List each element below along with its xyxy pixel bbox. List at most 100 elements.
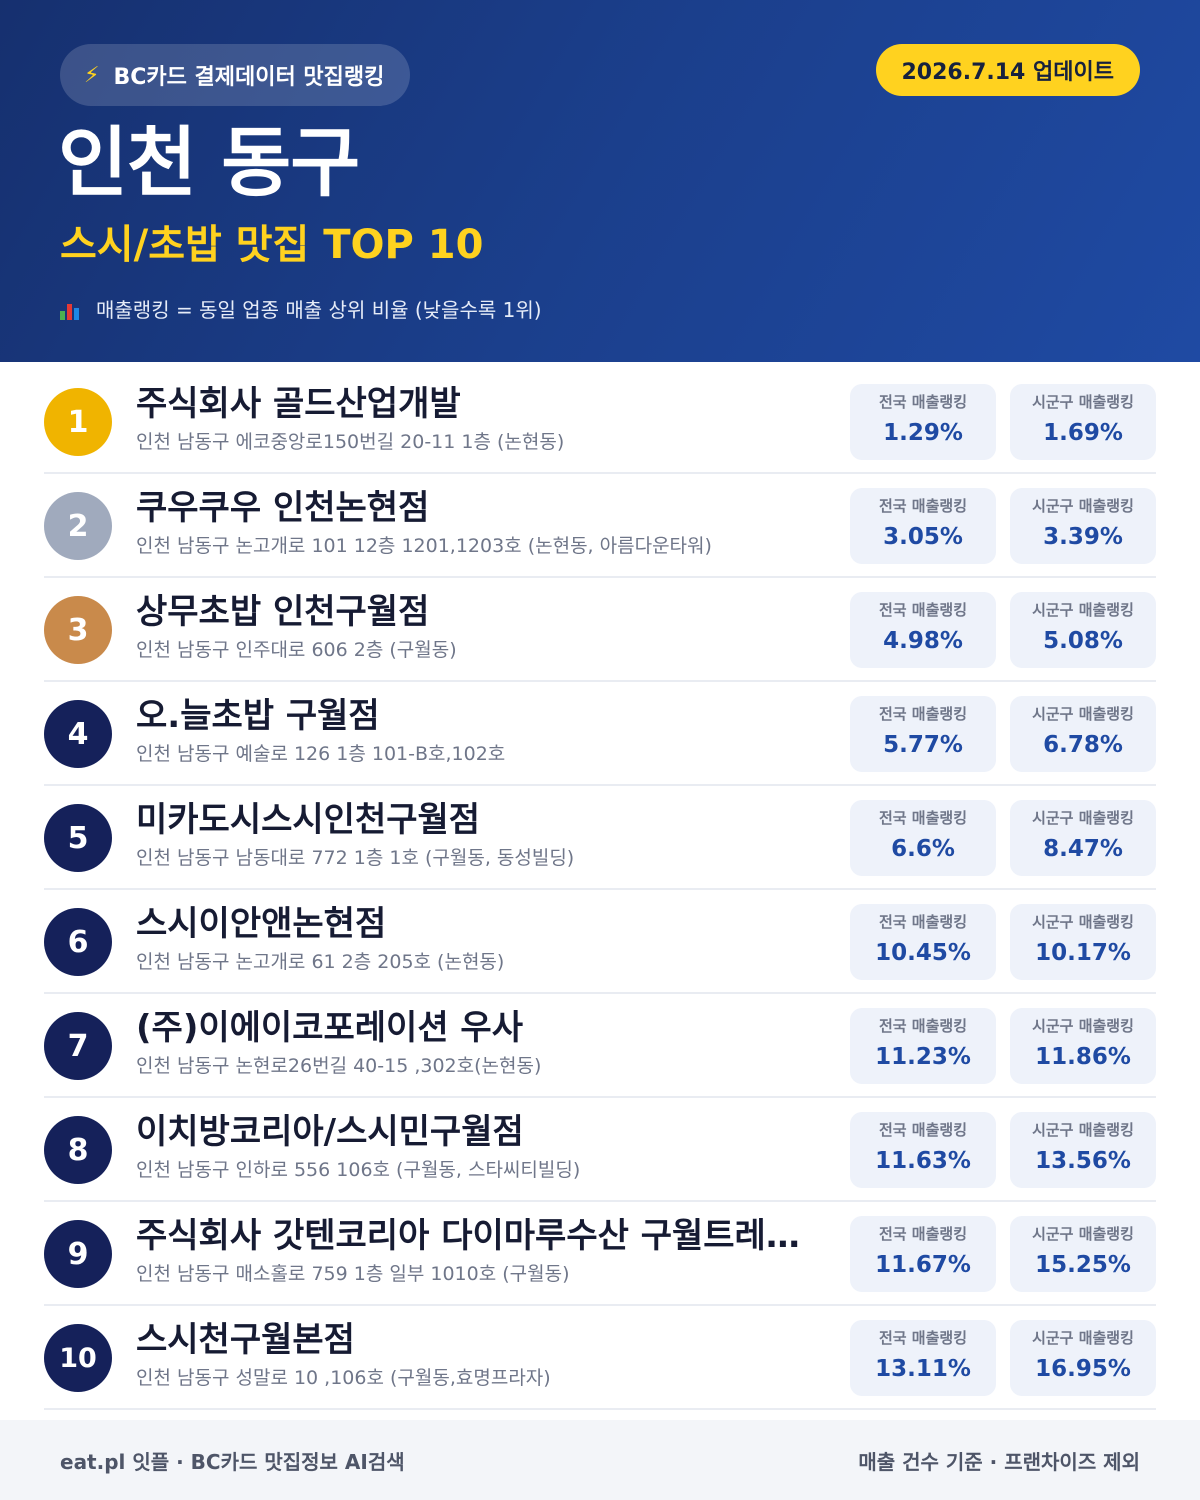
rank-badge: 7 — [44, 1012, 112, 1080]
local-rank-value: 3.39% — [1043, 524, 1123, 550]
national-rank-value: 13.11% — [875, 1356, 971, 1382]
national-rank-label: 전국 매출랭킹 — [878, 1121, 968, 1139]
national-rank-box: 전국 매출랭킹 11.67% — [850, 1216, 996, 1292]
restaurant-address: 인천 남동구 매소홀로 759 1층 일부 1010호 (구월동) — [136, 1263, 570, 1285]
national-rank-label: 전국 매출랭킹 — [878, 601, 968, 619]
national-rank-box: 전국 매출랭킹 11.63% — [850, 1112, 996, 1188]
local-rank-value: 5.08% — [1043, 628, 1123, 654]
national-rank-value: 11.63% — [875, 1148, 971, 1174]
restaurant-address: 인천 남동구 에코중앙로150번길 20-11 1층 (논현동) — [136, 431, 565, 453]
restaurant-address: 인천 남동구 성말로 10 ,106호 (구월동,효명프라자) — [136, 1367, 551, 1389]
local-rank-label: 시군구 매출랭킹 — [1032, 913, 1134, 931]
national-rank-value: 5.77% — [883, 732, 963, 758]
local-rank-box: 시군구 매출랭킹 3.39% — [1010, 488, 1156, 564]
local-rank-box: 시군구 매출랭킹 8.47% — [1010, 800, 1156, 876]
local-rank-label: 시군구 매출랭킹 — [1032, 1329, 1134, 1347]
local-rank-label: 시군구 매출랭킹 — [1032, 1121, 1134, 1139]
restaurant-address: 인천 남동구 인주대로 606 2층 (구월동) — [136, 639, 457, 661]
national-rank-label: 전국 매출랭킹 — [878, 497, 968, 515]
page-subtitle: 스시/초밥 맛집 TOP 10 — [60, 222, 484, 268]
rank-badge: 10 — [44, 1324, 112, 1392]
national-rank-box: 전국 매출랭킹 5.77% — [850, 696, 996, 772]
brand-label: BC카드 결제데이터 맛집랭킹 — [113, 65, 385, 90]
page-title: 인천 동구 — [58, 118, 360, 207]
list-item[interactable]: 7 (주)이에이코포레이션 우사 인천 남동구 논현로26번길 40-15 ,302… — [44, 994, 1156, 1098]
national-rank-box: 전국 매출랭킹 11.23% — [850, 1008, 996, 1084]
restaurant-name: 오.늘초밥 구월점 — [136, 696, 380, 736]
national-rank-label: 전국 매출랭킹 — [878, 809, 968, 827]
brand-pill: ⚡ BC카드 결제데이터 맛집랭킹 — [60, 44, 411, 106]
rank-badge: 8 — [44, 1116, 112, 1184]
restaurant-address: 인천 남동구 논고개로 61 2층 205호 (논현동) — [136, 951, 505, 973]
local-rank-value: 15.25% — [1035, 1252, 1131, 1278]
list-item[interactable]: 2 쿠우쿠우 인천논현점 인천 남동구 논고개로 101 12층 1201,1203… — [44, 474, 1156, 578]
national-rank-label: 전국 매출랭킹 — [878, 913, 968, 931]
national-rank-box: 전국 매출랭킹 6.6% — [850, 800, 996, 876]
restaurant-name: 이치방코리아/스시민구월점 — [136, 1112, 524, 1152]
national-rank-box: 전국 매출랭킹 4.98% — [850, 592, 996, 668]
national-rank-box: 전국 매출랭킹 10.45% — [850, 904, 996, 980]
local-rank-label: 시군구 매출랭킹 — [1032, 809, 1134, 827]
list-item[interactable]: 5 미카도시스시인천구월점 인천 남동구 남동대로 772 1층 1호 (구월동, … — [44, 786, 1156, 890]
ranking-note: 매출랭킹 = 동일 업종 매출 상위 비율 (낮을수록 1위) — [60, 294, 542, 326]
local-rank-box: 시군구 매출랭킹 16.95% — [1010, 1320, 1156, 1396]
national-rank-box: 전국 매출랭킹 3.05% — [850, 488, 996, 564]
local-rank-value: 1.69% — [1043, 420, 1123, 446]
bar-chart-icon — [60, 300, 82, 320]
national-rank-value: 6.6% — [891, 836, 955, 862]
national-rank-label: 전국 매출랭킹 — [878, 1329, 968, 1347]
local-rank-label: 시군구 매출랭킹 — [1032, 705, 1134, 723]
restaurant-address: 인천 남동구 예술로 126 1층 101-B호,102호 — [136, 743, 506, 765]
local-rank-value: 16.95% — [1035, 1356, 1131, 1382]
local-rank-value: 13.56% — [1035, 1148, 1131, 1174]
ranking-note-text: 매출랭킹 = 동일 업종 매출 상위 비율 (낮을수록 1위) — [96, 298, 542, 322]
local-rank-box: 시군구 매출랭킹 15.25% — [1010, 1216, 1156, 1292]
update-badge: 2026.7.14 업데이트 — [875, 44, 1140, 96]
rank-badge: 2 — [44, 492, 112, 560]
local-rank-value: 6.78% — [1043, 732, 1123, 758]
local-rank-label: 시군구 매출랭킹 — [1032, 497, 1134, 515]
list-item[interactable]: 9 주식회사 갓텐코리아 다이마루수산 구월트레이… 인천 남동구 매소홀로 759… — [44, 1202, 1156, 1306]
rank-badge: 1 — [44, 388, 112, 456]
rank-badge: 3 — [44, 596, 112, 664]
rank-badge: 4 — [44, 700, 112, 768]
national-rank-box: 전국 매출랭킹 13.11% — [850, 1320, 996, 1396]
restaurant-name: 상무초밥 인천구월점 — [136, 592, 430, 632]
list-item[interactable]: 6 스시이안앤논현점 인천 남동구 논고개로 61 2층 205호 (논현동) 전국 … — [44, 890, 1156, 994]
national-rank-value: 10.45% — [875, 940, 971, 966]
national-rank-label: 전국 매출랭킹 — [878, 393, 968, 411]
restaurant-address: 인천 남동구 인하로 556 106호 (구월동, 스타씨티빌딩) — [136, 1159, 581, 1181]
national-rank-box: 전국 매출랭킹 1.29% — [850, 384, 996, 460]
local-rank-box: 시군구 매출랭킹 5.08% — [1010, 592, 1156, 668]
restaurant-name: 주식회사 골드산업개발 — [136, 384, 461, 424]
local-rank-value: 8.47% — [1043, 836, 1123, 862]
local-rank-label: 시군구 매출랭킹 — [1032, 1017, 1134, 1035]
rank-badge: 9 — [44, 1220, 112, 1288]
national-rank-value: 11.23% — [875, 1044, 971, 1070]
restaurant-name: 미카도시스시인천구월점 — [136, 800, 481, 840]
local-rank-label: 시군구 매출랭킹 — [1032, 393, 1134, 411]
national-rank-value: 3.05% — [883, 524, 963, 550]
footer-criteria: 매출 건수 기준 · 프랜차이즈 제외 — [858, 1449, 1140, 1474]
restaurant-address: 인천 남동구 논현로26번길 40-15 ,302호(논현동) — [136, 1055, 542, 1077]
local-rank-box: 시군구 매출랭킹 6.78% — [1010, 696, 1156, 772]
restaurant-name: 스시천구월본점 — [136, 1320, 355, 1360]
local-rank-value: 10.17% — [1035, 940, 1131, 966]
lightning-bolt-icon: ⚡ — [84, 62, 100, 88]
national-rank-value: 4.98% — [883, 628, 963, 654]
rank-badge: 6 — [44, 908, 112, 976]
footer: eat.pl 잇플 · BC카드 맛집정보 AI검색 매출 건수 기준 · 프랜… — [0, 1420, 1200, 1500]
national-rank-value: 1.29% — [883, 420, 963, 446]
rank-badge: 5 — [44, 804, 112, 872]
local-rank-label: 시군구 매출랭킹 — [1032, 601, 1134, 619]
footer-source: eat.pl 잇플 · BC카드 맛집정보 AI검색 — [60, 1449, 405, 1474]
restaurant-name: 주식회사 갓텐코리아 다이마루수산 구월트레이… — [136, 1216, 826, 1256]
local-rank-box: 시군구 매출랭킹 11.86% — [1010, 1008, 1156, 1084]
national-rank-value: 11.67% — [875, 1252, 971, 1278]
